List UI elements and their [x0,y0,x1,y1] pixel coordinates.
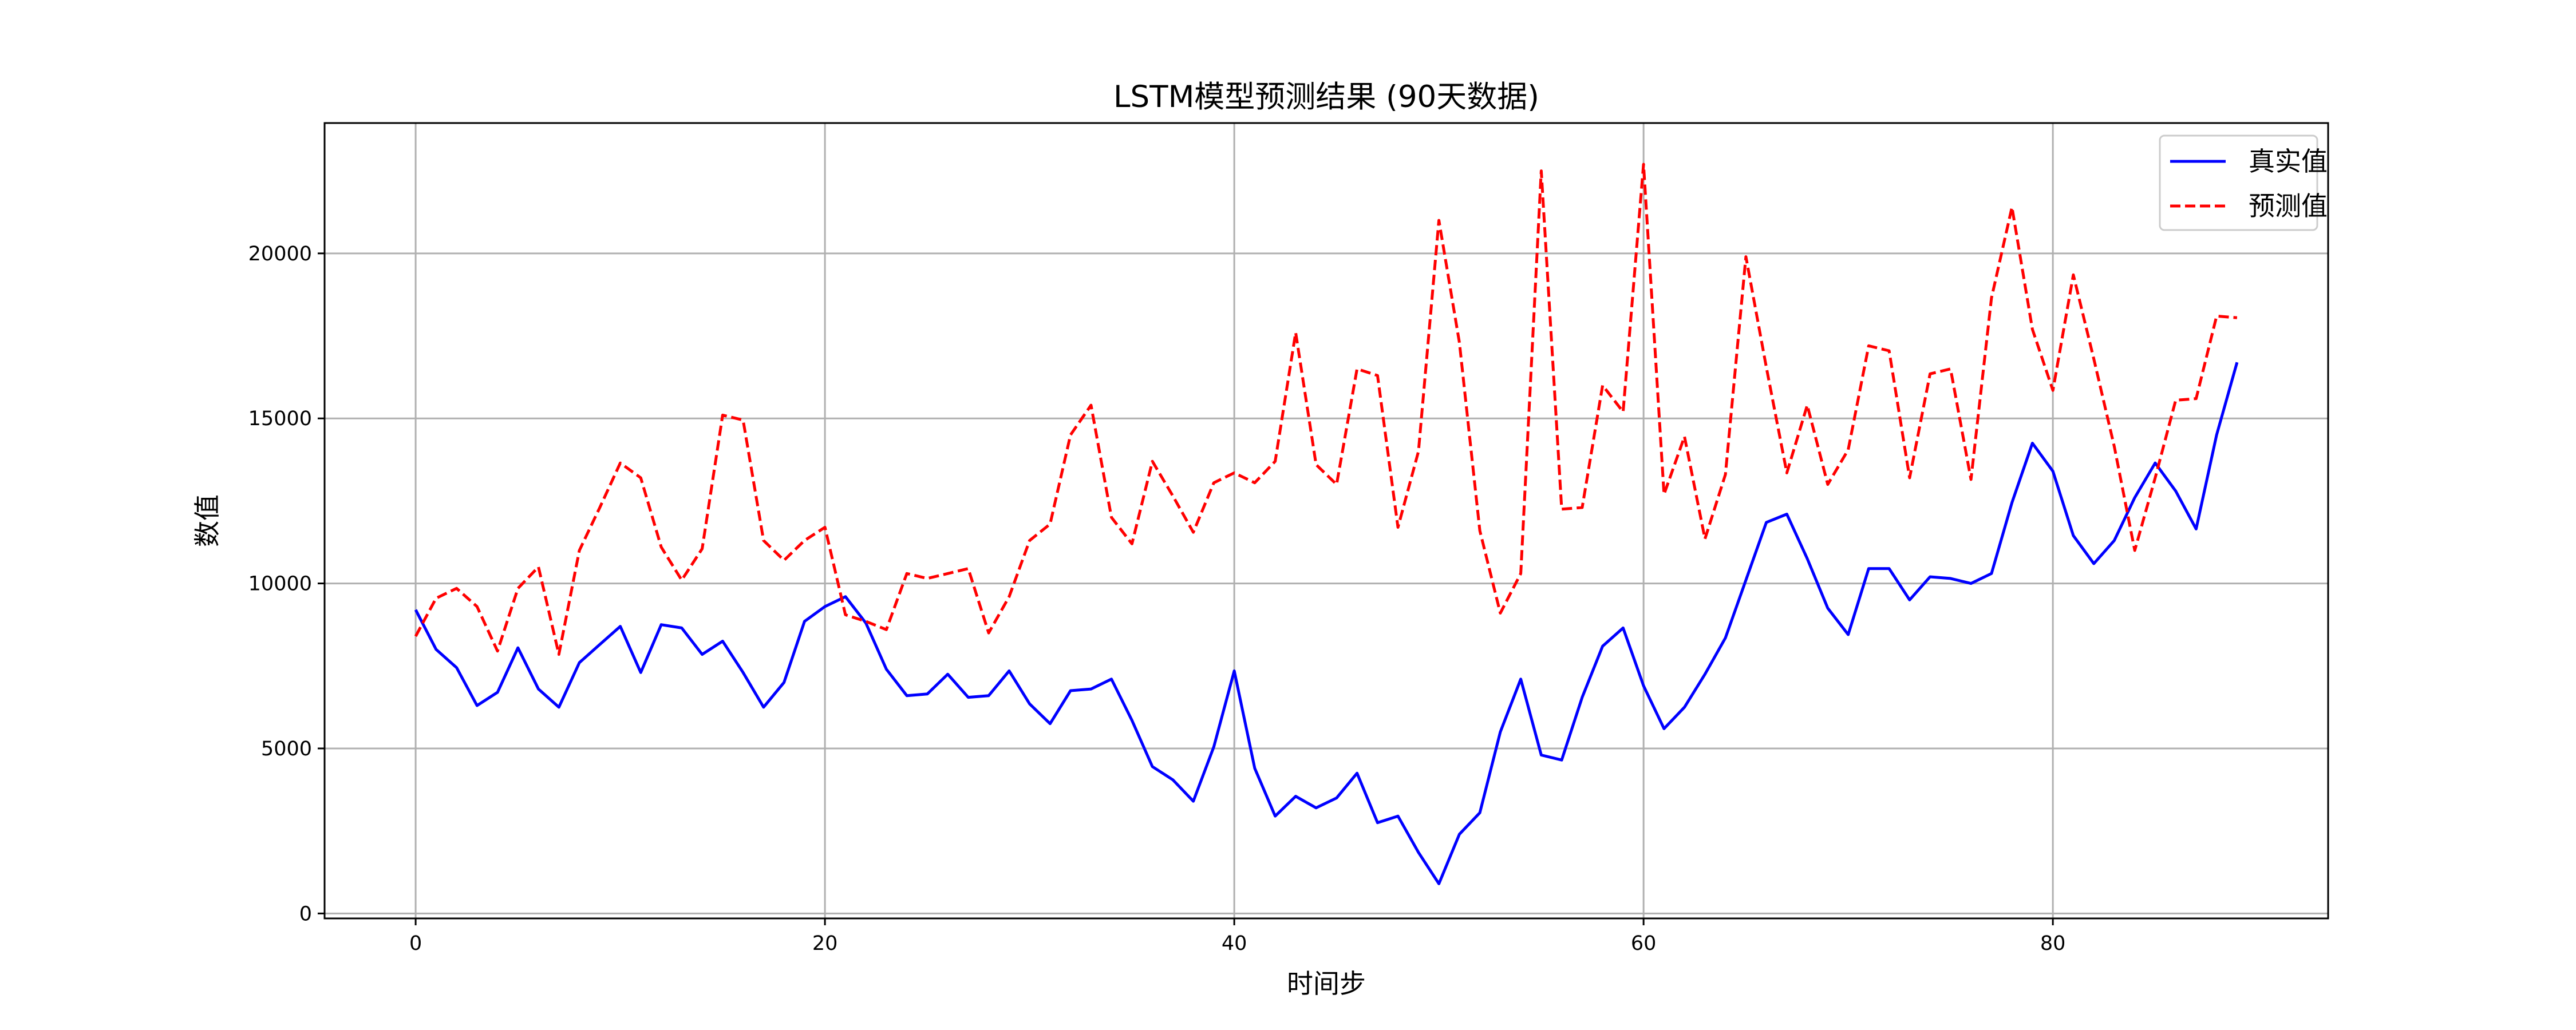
x-tick-label: 60 [1631,932,1657,955]
series-line-true [414,362,2239,885]
x-tick-label: 40 [1222,932,1247,955]
x-tick-label: 80 [2040,932,2066,955]
x-axis-label: 时间步 [1287,968,1366,999]
y-tick-label: 20000 [248,243,312,266]
x-tick-label: 0 [409,932,422,955]
legend-label-true: 真实值 [2249,146,2328,177]
y-tick-label: 15000 [248,407,312,430]
series-line-pred [414,163,2238,656]
plot-frame [323,122,2329,920]
y-tick-label: 10000 [248,573,312,596]
axis-ticks: 0 20 40 60 80 0 5000 10000 15000 20000 [248,243,2066,955]
x-tick-label: 20 [812,932,838,955]
legend: 真实值 预测值 [2159,134,2328,231]
y-tick-label: 5000 [261,738,312,760]
grid-lines [325,123,2328,918]
legend-label-pred: 预测值 [2249,191,2328,221]
series-lines [414,163,2239,885]
legend-box [2159,134,2318,231]
chart-title: LSTM模型预测结果 (90天数据) [1113,80,1539,114]
y-tick-label: 0 [299,902,312,925]
y-axis-label: 数值 [192,494,223,547]
